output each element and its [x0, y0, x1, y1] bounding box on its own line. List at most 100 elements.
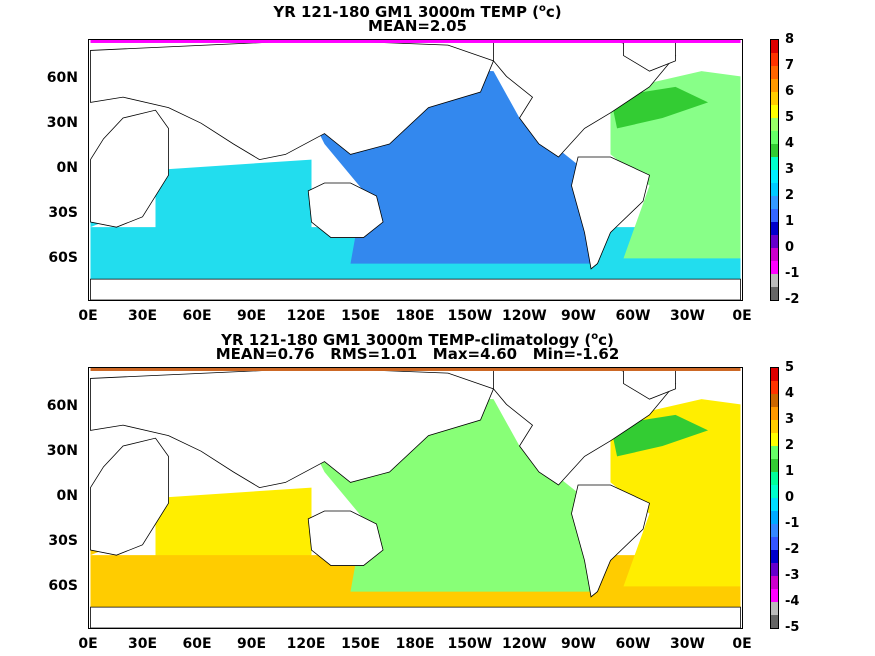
colorbar-cell — [771, 472, 778, 485]
colorbar-tick-label: -5 — [785, 620, 800, 635]
colorbar-cell — [771, 589, 778, 602]
lon-tick-label: 0E — [78, 308, 98, 324]
lon-tick-label: 30E — [127, 636, 158, 652]
colorbar-cell — [771, 498, 778, 511]
lat-tick-label: 30N — [46, 114, 78, 131]
colorbar-tick-label: 3 — [785, 412, 795, 427]
panel-2-subtitle: MEAN=0.76 RMS=1.01 Max=4.60 Min=-1.62 — [215, 345, 620, 363]
colorbar-cell — [771, 66, 778, 79]
lon-tick-label: 30W — [670, 636, 705, 652]
panel-2-colorbar — [770, 367, 779, 629]
lon-tick-label: 120E — [286, 636, 326, 652]
lon-tick-label: 120W — [502, 308, 547, 324]
panel-1-subtitle: MEAN=2.05 — [368, 17, 467, 35]
colorbar-tick-label: -2 — [785, 292, 800, 307]
panel-1-map — [88, 39, 743, 301]
land-greenland — [623, 40, 676, 72]
colorbar-cell — [771, 433, 778, 446]
colorbar-cell — [771, 274, 778, 287]
colorbar-cell — [771, 92, 778, 105]
lat-tick-label: 60S — [48, 578, 78, 595]
colorbar-tick-label: 5 — [785, 110, 795, 125]
land-antarctica — [90, 606, 741, 628]
colorbar-cell — [771, 287, 778, 300]
colorbar-cell — [771, 183, 778, 196]
colorbar-cell — [771, 235, 778, 248]
colorbar-tick-label: 0 — [785, 240, 795, 255]
lat-tick-label: 60N — [46, 397, 78, 414]
colorbar-cell — [771, 459, 778, 472]
lat-tick-label: 0N — [56, 159, 78, 176]
land-africa — [90, 109, 169, 228]
colorbar-cell — [771, 248, 778, 261]
land-eurasia — [90, 368, 495, 488]
lon-tick-label: 60E — [182, 308, 212, 324]
colorbar-cell — [771, 131, 778, 144]
colorbar-cell — [771, 394, 778, 407]
lon-tick-label: 150W — [447, 308, 493, 324]
lon-tick-label: 60W — [615, 308, 651, 324]
colorbar-cell — [771, 40, 778, 53]
lat-tick-label: 30N — [46, 442, 78, 459]
arctic-band — [90, 40, 741, 43]
lon-tick-label: 30W — [670, 308, 705, 324]
land-samerica — [571, 156, 650, 270]
colorbar-tick-label: -1 — [785, 516, 800, 531]
colorbar-cell — [771, 446, 778, 459]
land-eurasia — [90, 40, 495, 160]
land-australia — [307, 182, 384, 238]
colorbar-cell — [771, 196, 778, 209]
colorbar-tick-label: 7 — [785, 58, 795, 73]
colorbar-cell — [771, 53, 778, 66]
colorbar-cell — [771, 550, 778, 563]
lon-tick-label: 90E — [236, 636, 267, 652]
colorbar-cell — [771, 222, 778, 235]
lon-tick-label: 150W — [447, 636, 493, 652]
colorbar-tick-label: 1 — [785, 464, 795, 479]
colorbar-tick-label: 0 — [785, 490, 795, 505]
lon-tick-label: 0E — [732, 308, 752, 324]
colorbar-cell — [771, 576, 778, 589]
colorbar-cell — [771, 537, 778, 550]
colorbar-cell — [771, 407, 778, 420]
colorbar-tick-label: -3 — [785, 568, 800, 583]
lon-tick-label: 150E — [341, 308, 380, 324]
land-antarctica — [90, 278, 741, 300]
panel-1-title: YR 121-180 GM1 3000m TEMP (oc) — [273, 3, 562, 21]
colorbar-cell — [771, 170, 778, 183]
land-australia — [307, 510, 384, 566]
colorbar-tick-label: 3 — [785, 162, 795, 177]
colorbar-cell — [771, 118, 778, 131]
lat-tick-label: 60S — [48, 250, 78, 267]
colorbar-cell — [771, 615, 778, 628]
map-field-2 — [90, 368, 741, 628]
land-africa — [90, 437, 169, 556]
lon-tick-label: 120E — [286, 308, 326, 324]
colorbar-tick-label: 2 — [785, 438, 795, 453]
lon-tick-label: 30E — [127, 308, 158, 324]
colorbar-cell — [771, 602, 778, 615]
lon-tick-label: 60E — [182, 636, 212, 652]
colorbar-cell — [771, 144, 778, 157]
colorbar-tick-label: 5 — [785, 360, 795, 375]
colorbar-cell — [771, 79, 778, 92]
arctic-band — [90, 368, 741, 371]
colorbar-cell — [771, 261, 778, 274]
colorbar-tick-label: 8 — [785, 32, 795, 47]
colorbar-tick-label: 4 — [785, 136, 795, 151]
colorbar-cell — [771, 105, 778, 118]
lon-tick-label: 90W — [561, 636, 596, 652]
lon-tick-label: 120W — [502, 636, 547, 652]
colorbar-cell — [771, 524, 778, 537]
colorbar-cell — [771, 485, 778, 498]
colorbar-cell — [771, 511, 778, 524]
lon-tick-label: 0E — [78, 636, 98, 652]
colorbar-cell — [771, 420, 778, 433]
colorbar-cell — [771, 381, 778, 394]
lon-tick-label: 150E — [341, 636, 380, 652]
panel-1-colorbar — [770, 39, 779, 301]
colorbar-tick-label: 6 — [785, 84, 795, 99]
lon-tick-label: 0E — [732, 636, 752, 652]
lat-tick-label: 30S — [48, 533, 78, 550]
lon-tick-label: 60W — [615, 636, 651, 652]
